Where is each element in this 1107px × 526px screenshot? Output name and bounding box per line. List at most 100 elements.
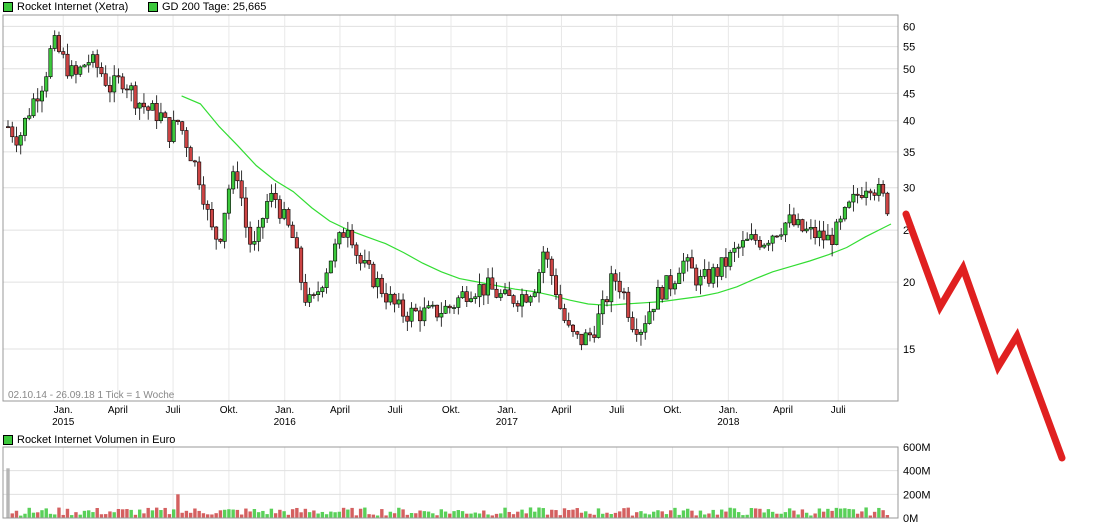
volume-bar [346, 509, 350, 518]
volume-bar [19, 515, 23, 518]
candle-body [804, 228, 809, 232]
candle-body [61, 51, 66, 55]
volume-bar [452, 511, 456, 518]
volume-bar [537, 507, 541, 518]
volume-bar [363, 507, 367, 518]
volume-bar [87, 510, 91, 518]
candle-body [694, 267, 699, 286]
volume-bar [796, 514, 800, 518]
candle-body [39, 90, 44, 102]
volume-bar [210, 514, 214, 518]
volume-bar [826, 508, 830, 518]
volume-bar [397, 507, 401, 518]
volume-bar [664, 514, 669, 518]
volume-bar [511, 514, 516, 518]
candle-body [112, 75, 117, 93]
price-tick-label: 60 [903, 21, 915, 33]
candle-body [146, 106, 151, 111]
candle-body [316, 291, 321, 295]
volume-bar [702, 514, 707, 518]
x-year-label: 2017 [496, 417, 519, 428]
volume-bar [860, 511, 864, 518]
volume-bar [855, 513, 860, 518]
candle-body [430, 304, 435, 307]
volume-bar [159, 510, 163, 518]
volume-bar [707, 513, 711, 518]
volume-bar [834, 507, 839, 518]
volume-bar [516, 511, 520, 518]
volume-bar [180, 512, 184, 518]
volume-bar [6, 468, 10, 518]
volume-bar [847, 508, 851, 518]
candle-body [150, 103, 155, 111]
volume-bar [99, 514, 104, 518]
candle-body [405, 315, 410, 322]
candle-body [231, 171, 236, 190]
candle-body [44, 76, 49, 92]
volume-bar [167, 514, 172, 518]
footer-note: 02.10.14 - 26.09.18 1 Tick = 1 Woche [8, 390, 175, 401]
volume-bar [528, 507, 533, 518]
candle-body [745, 238, 750, 241]
candle-body [124, 88, 129, 91]
candle-body [443, 305, 448, 314]
volume-bar [316, 513, 320, 518]
candle-body [655, 287, 660, 310]
volume-bar [278, 509, 282, 518]
volume-bar [44, 508, 48, 518]
volume-bar [197, 510, 201, 518]
candle-body [537, 272, 542, 294]
volume-bar [222, 509, 227, 518]
volume-bar [881, 510, 885, 518]
x-tick-label: April [551, 405, 571, 416]
volume-bar [163, 507, 167, 518]
candle-body [732, 247, 737, 253]
candle-body [163, 112, 168, 118]
candle-body [426, 305, 431, 309]
candle-body [27, 115, 32, 119]
candle-body [672, 283, 677, 290]
volume-bar [418, 510, 422, 518]
volume-tick-label: 400M [903, 466, 931, 478]
candle-body [324, 272, 329, 288]
candle-body [299, 247, 304, 283]
volume-bar [647, 514, 652, 518]
volume-bar [813, 513, 817, 518]
volume-bar [214, 513, 218, 518]
volume-bar [435, 515, 439, 518]
volume-bar [770, 511, 775, 518]
candle-body [171, 119, 176, 142]
volume-bar [732, 508, 737, 518]
candle-body [205, 203, 210, 210]
volume-bar [23, 513, 27, 518]
volume-bar [503, 507, 507, 518]
candle-body [154, 103, 159, 122]
volume-bar [868, 515, 873, 518]
candle-body [723, 257, 728, 267]
price-tick-label: 40 [903, 116, 915, 128]
x-tick-label: Juli [166, 405, 181, 416]
volume-bar [65, 508, 70, 518]
candle-body [766, 242, 771, 246]
candle-body [120, 76, 125, 90]
candle-body [817, 230, 822, 239]
candle-body [90, 54, 95, 63]
candle-body [532, 292, 537, 297]
candle-body [613, 273, 618, 282]
volume-bar [698, 510, 703, 518]
candle-body [660, 287, 665, 300]
candle-body [796, 219, 801, 226]
volume-bar [792, 510, 796, 518]
volume-bar [821, 511, 826, 518]
candle-body [651, 308, 656, 313]
volume-bar [567, 510, 571, 518]
candle-body [367, 260, 372, 265]
candle-body [184, 130, 189, 148]
volume-bar [142, 513, 146, 518]
candle-body [14, 136, 19, 146]
candle-body [375, 277, 380, 288]
volume-bar [57, 507, 61, 518]
legend-price-swatch [3, 2, 13, 12]
volume-bar [783, 512, 788, 518]
